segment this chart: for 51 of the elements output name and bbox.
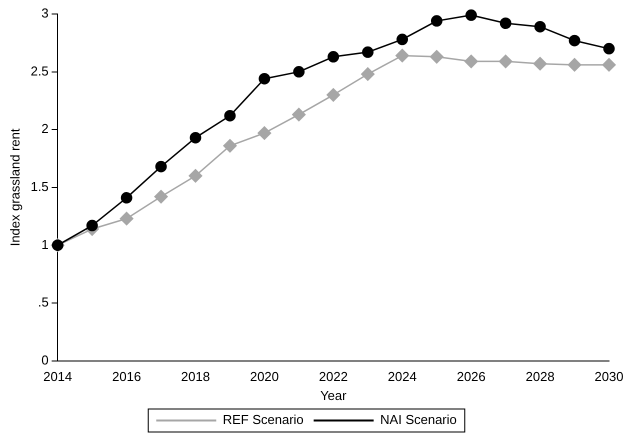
x-tick-label: 2028 [526, 369, 555, 384]
point [361, 67, 375, 81]
y-tick-label: 2 [41, 121, 49, 136]
point [430, 15, 442, 27]
x-tick-label: 2024 [388, 369, 417, 384]
point [362, 46, 374, 58]
x-tick-label: 2026 [456, 369, 486, 384]
point [258, 72, 270, 84]
point [190, 132, 202, 144]
point [328, 51, 340, 63]
y-tick-label: 1.5 [30, 178, 49, 194]
point [155, 160, 167, 172]
x-tick-label: 2016 [112, 369, 142, 384]
point [464, 54, 478, 68]
x-axis-title: Year [320, 388, 348, 403]
x-tick-label: 2030 [594, 369, 624, 384]
point [465, 9, 477, 21]
point [154, 190, 168, 204]
x-tick-label: 2022 [318, 369, 348, 384]
point [86, 220, 98, 232]
x-tick-label: 2020 [250, 369, 279, 384]
y-tick-label: 2.5 [30, 63, 49, 78]
point [293, 66, 305, 78]
point [500, 18, 512, 29]
point [120, 192, 132, 204]
point [120, 212, 134, 226]
point [224, 110, 236, 122]
point [188, 169, 202, 183]
point [396, 34, 408, 46]
y-axis-title: Index grassland rent [7, 128, 22, 246]
point [292, 108, 306, 122]
point [534, 20, 546, 32]
legend-label: REF Scenario [222, 412, 304, 428]
point [603, 42, 615, 54]
point [430, 50, 444, 64]
point [223, 139, 237, 153]
point [568, 34, 580, 46]
x-tick-label: 2018 [181, 369, 210, 384]
y-tick-label: .5 [38, 294, 49, 310]
legend-label: NAI Scenario [380, 412, 457, 428]
point [602, 58, 616, 72]
point [568, 58, 582, 72]
y-tick-label: 0 [41, 352, 49, 368]
point [533, 56, 547, 70]
point [326, 88, 340, 102]
x-tick-label: 2014 [43, 369, 72, 384]
point [498, 54, 512, 68]
point [396, 48, 409, 62]
y-tick-label: 3 [41, 6, 49, 21]
point [258, 126, 272, 140]
y-tick-label: 1 [41, 236, 49, 252]
